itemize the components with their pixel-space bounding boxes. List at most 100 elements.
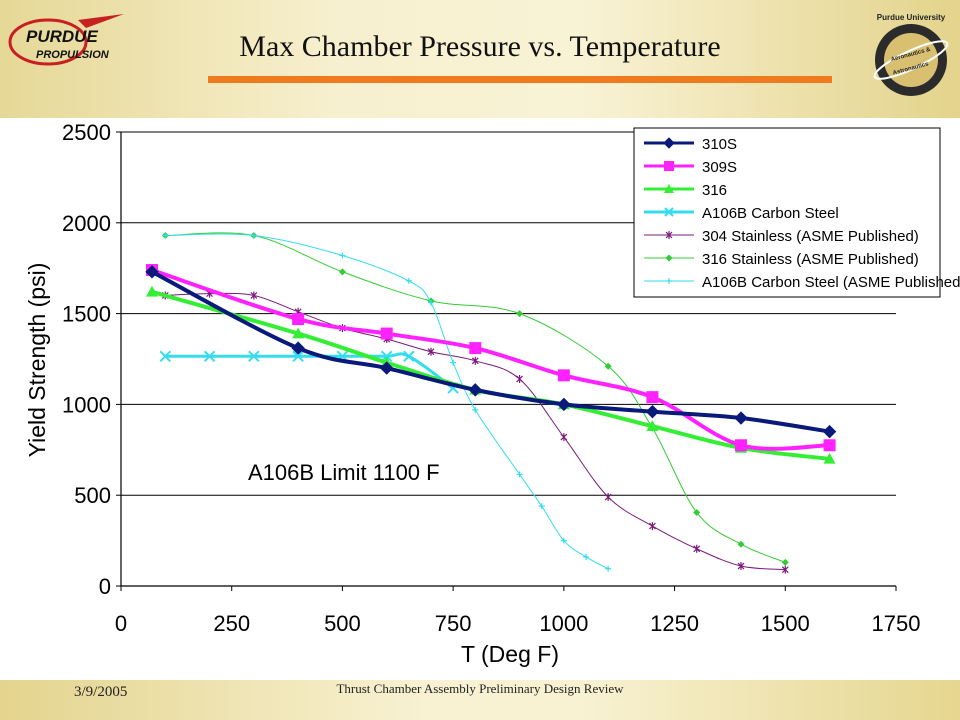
data-point [159, 350, 171, 362]
data-point [560, 433, 568, 442]
data-point [665, 254, 673, 262]
series-line [165, 232, 786, 563]
slide-footer [0, 680, 960, 720]
slide-header [0, 0, 960, 118]
data-point [516, 310, 524, 318]
data-point [469, 342, 482, 355]
data-point [645, 404, 660, 419]
data-point [538, 503, 545, 510]
logo-left-line1: PURDUE [26, 27, 98, 46]
x-tick-label: 1750 [872, 611, 921, 636]
legend-entry: 316 [644, 182, 727, 199]
yield-strength-chart: 0 500 1000 1500 2000 2500 0 250 500 750 1000 1250 15… [24, 120, 960, 667]
legend-entry: 304 Stainless (ASME Published) [644, 228, 919, 245]
x-tick-label: 1250 [650, 611, 699, 636]
data-point [604, 493, 612, 502]
data-point [693, 508, 701, 516]
chart-legend: 310S 309S 316 A106B Carbon Steel 304 Stainle… [633, 127, 960, 298]
plot-area: 0 500 1000 1500 2000 2500 0 250 500 750 1000 1250 15… [62, 120, 920, 636]
legend-label: 309S [702, 159, 737, 176]
data-point [250, 232, 257, 239]
data-point [292, 350, 304, 362]
data-point [664, 207, 674, 217]
y-tick-label: 1500 [62, 302, 111, 327]
data-point [646, 391, 659, 404]
x-tick-label: 500 [324, 611, 361, 636]
legend-label: A106B Carbon Steel [702, 205, 839, 222]
footer-title: Thrust Chamber Assembly Preliminary Desi… [336, 681, 624, 696]
data-point [203, 350, 216, 362]
y-tick-label: 1000 [62, 392, 111, 417]
y-axis-label: Yield Strength (psi) [24, 263, 50, 458]
data-point [250, 291, 258, 300]
logo-left-line2: PROPULSION [36, 49, 110, 61]
x-tick-label: 750 [435, 611, 472, 636]
data-point [737, 540, 745, 548]
data-point [693, 544, 701, 553]
legend-entry: 310S [644, 136, 737, 153]
legend-label: 316 Stainless (ASME Published) [702, 251, 919, 268]
data-point [338, 268, 346, 276]
legend-entry: A106B Carbon Steel (ASME Published) [644, 274, 960, 291]
series-316 [146, 285, 836, 464]
data-point [604, 362, 612, 370]
data-point [822, 424, 837, 439]
data-point [146, 285, 158, 297]
series-310s [145, 265, 837, 439]
data-point [472, 406, 479, 413]
purdue-propulsion-logo: PURDUE PROPULSION [8, 14, 124, 66]
data-point [471, 356, 479, 365]
data-point [516, 374, 523, 383]
y-tick-label: 2000 [62, 211, 111, 236]
a106b-limit-annotation: A106B Limit 1100 F [248, 460, 440, 485]
data-point [380, 327, 393, 340]
data-point [450, 359, 457, 366]
data-point [292, 327, 305, 339]
x-tick-label: 1000 [539, 611, 588, 636]
data-point [380, 361, 394, 375]
data-point [583, 553, 589, 560]
data-point [557, 369, 570, 382]
data-point [145, 265, 159, 279]
legend-label: 304 Stainless (ASME Published) [702, 228, 919, 245]
data-point [557, 397, 571, 412]
y-tick-label: 0 [99, 574, 111, 599]
purdue-aeronautics-logo: Purdue University Aeronautics & Astronau… [873, 13, 949, 96]
data-point [516, 471, 523, 478]
data-point [664, 184, 674, 193]
series-304-stainless-asme-published- [161, 289, 789, 574]
legend-entry: 316 Stainless (ASME Published) [644, 251, 919, 268]
logo-right-top: Purdue University [877, 13, 946, 22]
data-point [663, 137, 675, 149]
data-point [665, 231, 673, 239]
data-point [737, 562, 745, 571]
data-point [428, 299, 434, 306]
title-underline [208, 76, 832, 83]
y-tick-label: 2500 [62, 120, 111, 145]
data-point [291, 341, 305, 355]
data-point [781, 558, 789, 566]
legend-label: 310S [702, 136, 737, 153]
data-point [649, 522, 656, 531]
data-point [823, 439, 836, 452]
data-point [162, 232, 169, 239]
x-tick-label: 1500 [761, 611, 810, 636]
x-tick-label: 250 [213, 611, 250, 636]
data-point [560, 537, 567, 544]
series-a106b-carbon-steel-asme-published- [162, 232, 612, 572]
page-title: Max Chamber Pressure vs. Temperature [239, 30, 721, 63]
legend-label: 316 [702, 182, 727, 199]
data-point [666, 278, 672, 284]
legend-label: A106B Carbon Steel (ASME Published) [702, 274, 960, 291]
data-point [823, 452, 836, 464]
data-point [734, 411, 748, 425]
x-axis-label: T (Deg F) [461, 641, 559, 667]
data-point [427, 347, 435, 356]
footer-date: 3/9/2005 [74, 684, 128, 700]
data-point [468, 383, 482, 397]
data-point [403, 350, 415, 362]
legend-entry: 309S [644, 159, 737, 176]
data-point [605, 565, 612, 572]
data-point [405, 277, 412, 284]
data-point [646, 420, 659, 431]
